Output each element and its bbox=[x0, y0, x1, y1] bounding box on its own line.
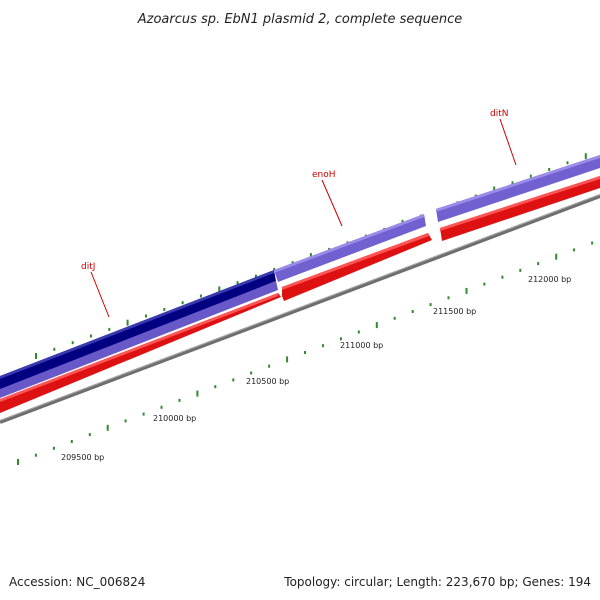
tick-label: 209500 bp bbox=[61, 453, 104, 462]
tick-label: 211500 bp bbox=[433, 307, 476, 316]
map-title: Azoarcus sp. EbN1 plasmid 2, complete se… bbox=[137, 12, 462, 27]
cds-forward-lower-segment bbox=[0, 281, 278, 398]
tick-label: 211000 bp bbox=[340, 341, 383, 350]
cds-forward-highlight-1 bbox=[274, 214, 424, 273]
cds-forward-dark-segment bbox=[0, 270, 276, 391]
cds-forward-segment-1 bbox=[274, 214, 426, 282]
tick-label: 210500 bp bbox=[246, 377, 289, 386]
tick-label: 212000 bp bbox=[528, 275, 571, 284]
gene-leader-line bbox=[499, 118, 517, 166]
gene-label-enoH[interactable]: enoH bbox=[312, 170, 343, 227]
cds-forward-dark-highlight bbox=[0, 270, 274, 379]
cds-forward-segment-2 bbox=[436, 155, 600, 222]
cds-forward-highlight-2 bbox=[436, 155, 600, 212]
gene-label-ditJ[interactable]: ditJ bbox=[81, 262, 110, 318]
accession-text: Accession: NC_006824 bbox=[9, 575, 145, 589]
gene-name: ditN bbox=[490, 109, 508, 119]
upper-tick-marks bbox=[35, 153, 587, 359]
sequence-backbone-highlight bbox=[0, 194, 600, 421]
gene-name: ditJ bbox=[81, 262, 95, 272]
lower-tick-marks bbox=[17, 241, 594, 465]
genome-summary-text: Topology: circular; Length: 223,670 bp; … bbox=[283, 575, 591, 589]
cds-reverse-highlight-1 bbox=[0, 293, 278, 402]
cds-reverse-segment-1 bbox=[0, 293, 281, 413]
cds-reverse-segment-3 bbox=[440, 176, 600, 241]
position-labels: 209500 bp 210000 bp 210500 bp 211000 bp … bbox=[61, 275, 571, 462]
gene-name: enoH bbox=[312, 170, 336, 180]
gene-leader-line bbox=[321, 179, 343, 227]
sequence-backbone bbox=[0, 194, 600, 424]
gene-leader-line bbox=[90, 271, 110, 318]
cds-reverse-highlight-2 bbox=[282, 233, 429, 290]
gene-label-ditN[interactable]: ditN bbox=[490, 109, 517, 166]
cds-reverse-highlight-3 bbox=[440, 176, 600, 231]
cds-reverse-segment-2 bbox=[282, 233, 432, 301]
tick-label: 210000 bp bbox=[153, 414, 196, 423]
